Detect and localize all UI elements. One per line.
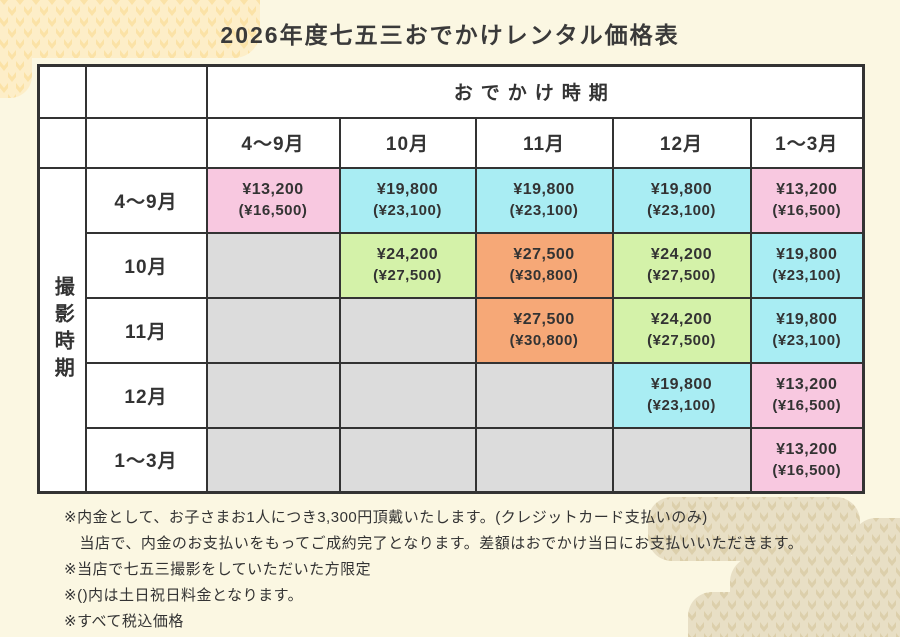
price-main: ¥19,800	[776, 311, 838, 329]
corner-cell	[37, 116, 87, 169]
table-row: 撮影時期 4〜9月 ¥13,200 (¥16,500) ¥19,800 (¥23,100)…	[37, 166, 865, 494]
footnote-line: ※すべて税込価格	[64, 613, 184, 630]
price-holiday: (¥23,100)	[373, 202, 442, 220]
footnote-line: ※内金として、お子さまお1人につき3,300円頂戴いたします。(クレジットカード…	[64, 509, 708, 526]
price-main: ¥13,200	[776, 376, 838, 394]
price-cell: ¥27,500 (¥30,800)	[474, 296, 614, 364]
empty-cell	[338, 361, 477, 429]
shooting-period-header: 撮影時期	[37, 166, 87, 494]
empty-cell	[205, 361, 341, 429]
price-cell: ¥13,200 (¥16,500)	[749, 361, 865, 429]
empty-cell	[474, 426, 614, 494]
corner-cell	[84, 116, 208, 169]
price-cell: ¥13,200 (¥16,500)	[205, 166, 341, 234]
price-holiday: (¥23,100)	[772, 332, 842, 350]
outing-header-row: おでかけ時期	[37, 64, 865, 119]
table-row: 1〜3月 ¥13,200 (¥16,500)	[39, 426, 865, 494]
price-cell: ¥19,800 (¥23,100)	[338, 166, 477, 234]
price-cell: ¥13,200 (¥16,500)	[749, 166, 865, 234]
price-cell: ¥24,200 (¥27,500)	[611, 296, 752, 364]
price-holiday: (¥16,500)	[772, 397, 842, 415]
price-holiday: (¥30,800)	[509, 267, 579, 285]
price-holiday: (¥27,500)	[647, 267, 716, 285]
price-main: ¥27,500	[513, 311, 575, 329]
price-main: ¥19,800	[513, 181, 575, 199]
top-left-decoration	[0, 0, 260, 98]
empty-cell	[474, 361, 614, 429]
outing-period-header: おでかけ時期	[205, 64, 865, 119]
footnote-line: 当店で、内金のお支払いをもってご成約完了となります。差額はおでかけ当日にお支払い…	[64, 535, 804, 552]
price-holiday: (¥23,100)	[772, 267, 842, 285]
price-holiday: (¥23,100)	[509, 202, 579, 220]
bottom-right-decoration	[648, 497, 900, 637]
price-holiday: (¥30,800)	[509, 332, 579, 350]
price-main: ¥19,800	[650, 376, 713, 394]
price-cell: ¥24,200 (¥27,500)	[338, 231, 477, 299]
price-cell: ¥27,500 (¥30,800)	[474, 231, 614, 299]
price-main: ¥24,200	[650, 246, 713, 264]
price-main: ¥19,800	[376, 181, 439, 199]
price-main: ¥27,500	[513, 246, 575, 264]
row-label: 12月	[84, 361, 208, 429]
price-main: ¥13,200	[776, 441, 838, 459]
table-row: 10月 ¥24,200 (¥27,500) ¥27,500 (¥30,800) ¥24,2…	[39, 231, 865, 299]
month-header-row: 4〜9月 10月 11月 12月 1〜3月	[37, 116, 865, 169]
price-main: ¥13,200	[242, 181, 304, 199]
price-cell: ¥19,800 (¥23,100)	[749, 296, 865, 364]
price-holiday: (¥16,500)	[772, 202, 842, 220]
table-row: 11月 ¥27,500 (¥30,800) ¥24,200 (¥27,500) ¥19,8…	[39, 296, 865, 364]
corner-cell	[37, 64, 87, 119]
row-label: 10月	[84, 231, 208, 299]
price-cell: ¥19,800 (¥23,100)	[474, 166, 614, 234]
column-header: 10月	[338, 116, 477, 169]
price-cell: ¥19,800 (¥23,100)	[611, 361, 752, 429]
empty-cell	[338, 296, 477, 364]
empty-cell	[611, 426, 752, 494]
column-header: 11月	[474, 116, 614, 169]
empty-cell	[338, 426, 477, 494]
price-main: ¥19,800	[776, 246, 838, 264]
column-header: 4〜9月	[205, 116, 341, 169]
row-label: 4〜9月	[84, 166, 208, 234]
price-cell: ¥19,800 (¥23,100)	[611, 166, 752, 234]
price-main: ¥24,200	[376, 246, 439, 264]
empty-cell	[205, 426, 341, 494]
price-table: おでかけ時期 4〜9月 10月 11月 12月 1〜3月 撮影時期 4〜9月 ¥13,200…	[37, 64, 865, 494]
price-holiday: (¥27,500)	[373, 267, 442, 285]
price-holiday: (¥16,500)	[238, 202, 308, 220]
price-main: ¥13,200	[776, 181, 838, 199]
price-holiday: (¥23,100)	[647, 202, 716, 220]
price-holiday: (¥27,500)	[647, 332, 716, 350]
empty-cell	[205, 231, 341, 299]
corner-cell	[84, 64, 208, 119]
footnote-line: ※()内は土日祝日料金となります。	[64, 587, 304, 604]
empty-cell	[205, 296, 341, 364]
row-label: 11月	[84, 296, 208, 364]
price-cell: ¥24,200 (¥27,500)	[611, 231, 752, 299]
footnote-line: ※当店で七五三撮影をしていただいた方限定	[64, 561, 372, 578]
price-cell: ¥13,200 (¥16,500)	[749, 426, 865, 494]
row-label: 1〜3月	[84, 426, 208, 494]
price-holiday: (¥23,100)	[647, 397, 716, 415]
price-cell: ¥19,800 (¥23,100)	[749, 231, 865, 299]
price-holiday: (¥16,500)	[772, 462, 842, 480]
price-main: ¥24,200	[650, 311, 713, 329]
price-main: ¥19,800	[650, 181, 713, 199]
footnotes: ※内金として、お子さまお1人につき3,300円頂戴いたします。(クレジットカード…	[64, 505, 894, 635]
column-header: 1〜3月	[749, 116, 865, 169]
table-row: 12月 ¥19,800 (¥23,100) ¥13,200 (¥16,500)	[39, 361, 865, 429]
column-header: 12月	[611, 116, 752, 169]
page-title: 2026年度七五三おでかけレンタル価格表	[220, 22, 680, 48]
